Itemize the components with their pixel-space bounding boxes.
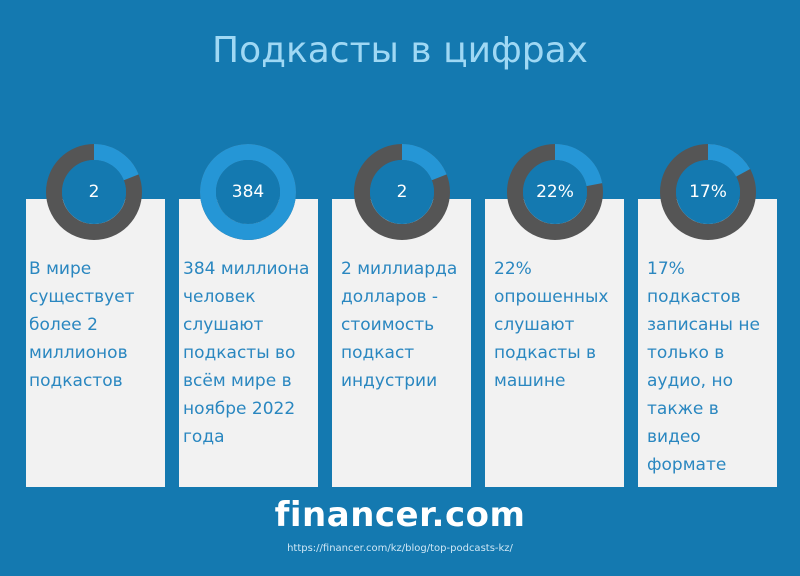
donut-arc-3 xyxy=(354,144,450,240)
donut-center-3 xyxy=(370,160,434,224)
donut-value-1: 2 xyxy=(88,182,100,202)
donut-arc-4 xyxy=(507,144,603,240)
stat-card-2 xyxy=(179,199,318,487)
source-url[interactable]: https://financer.com/kz/blog/top-podcast… xyxy=(287,543,513,554)
donut-value-4: 22% xyxy=(536,182,574,202)
financer-logo: financer.com xyxy=(274,495,526,535)
stat-text-2: 384 миллиона человек слушают подкасты во… xyxy=(183,259,310,447)
donut-center-1 xyxy=(62,160,126,224)
donut-center-5 xyxy=(676,160,740,224)
donut-arc-1 xyxy=(46,144,142,240)
stat-card-1 xyxy=(26,199,165,487)
donut-arc-2 xyxy=(200,144,296,240)
donut-value-2: 384 xyxy=(231,182,265,202)
stat-card-3 xyxy=(332,199,471,487)
donut-center-4 xyxy=(523,160,587,224)
donut-chart-4: 22% xyxy=(507,144,603,240)
donut-svg-2 xyxy=(200,144,296,240)
stat-text-4: 22% опрошенных слушают подкасты в машине xyxy=(494,259,609,391)
donut-svg-1 xyxy=(46,144,142,240)
donut-chart-5: 17% xyxy=(660,144,756,240)
donut-svg-3 xyxy=(354,144,450,240)
stat-text-5: 17% подкастов записаны не только в аудио… xyxy=(647,259,760,475)
donut-svg-5 xyxy=(660,144,756,240)
donut-value-3: 2 xyxy=(396,182,408,202)
donut-chart-1: 2 xyxy=(46,144,142,240)
donut-value-5: 17% xyxy=(689,182,727,202)
page-title: Подкасты в цифрах xyxy=(212,30,588,71)
donut-center-2 xyxy=(216,160,280,224)
stat-card-5 xyxy=(638,199,777,487)
stat-text-1: В мире существует более 2 миллионов подк… xyxy=(29,259,135,391)
stat-card-4 xyxy=(485,199,624,487)
donut-chart-2: 384 xyxy=(200,144,296,240)
donut-chart-3: 2 xyxy=(354,144,450,240)
donut-arc-5 xyxy=(660,144,756,240)
stat-text-3: 2 миллиарда долларов - стоимость подкаст… xyxy=(341,259,458,391)
donut-svg-4 xyxy=(507,144,603,240)
